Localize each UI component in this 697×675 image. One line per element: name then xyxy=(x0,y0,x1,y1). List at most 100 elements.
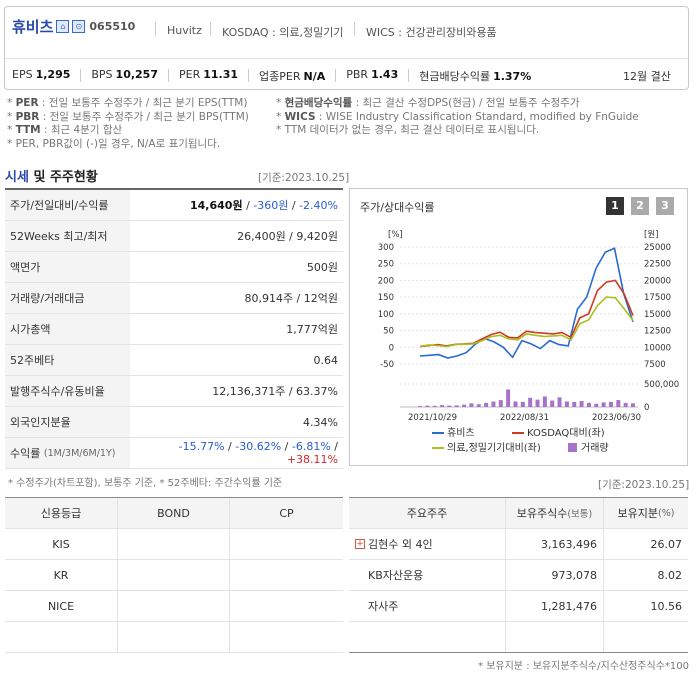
volume-bar xyxy=(616,400,621,407)
chart-title: 주가/상대수익률 xyxy=(360,201,435,214)
holders-table: 주요주주 보유주식수 (보통) 보유지분 (%) + 김현수 외 4인 3,163,4… xyxy=(349,497,688,653)
volume-bar xyxy=(498,400,503,407)
table-row: 수익률 (1M/3M/6M/1Y) -15.77% / -30.62% / -6… xyxy=(5,438,343,469)
expand-icon[interactable]: + xyxy=(355,539,365,549)
volume-bar xyxy=(564,401,569,407)
divider xyxy=(5,58,688,59)
table-row: + 김현수 외 4인 3,163,496 26.07 xyxy=(349,529,688,560)
volume-bar xyxy=(476,404,481,407)
market-info: KOSDAQ : 의료,정밀기기 xyxy=(222,26,344,39)
volume-bar xyxy=(623,402,628,407)
left-tick-label: 100 xyxy=(378,310,394,320)
table-row: KB자산운용 973,078 8.02 xyxy=(349,560,688,591)
right-tick-label: 15000 xyxy=(644,310,671,320)
divider xyxy=(155,22,156,36)
settle-month: 12월 결산 xyxy=(623,70,671,83)
chart-page-2-button[interactable]: 2 xyxy=(631,197,649,215)
base-date: [기준:2023.10.25] xyxy=(258,172,350,184)
series-line xyxy=(419,247,634,359)
metric-sector-per: 업종PER N/A xyxy=(259,70,326,83)
table-header: 주요주주 보유주식수 (보통) 보유지분 (%) xyxy=(349,498,688,529)
holders-note: * 보유지분 : 보유지분주식수/지수산정주식수*100 xyxy=(478,661,689,672)
volume-bar xyxy=(469,403,474,407)
x-tick-label: 2022/08/31 xyxy=(500,413,549,423)
table-note: * 수정주가(차트포함), 보통주 기준, * 52주베타: 주간수익률 기준 xyxy=(8,478,283,489)
table-row: 52주베타 0.64 xyxy=(5,345,343,376)
right-unit: [원] xyxy=(644,230,658,240)
right-tick-label: 7500 xyxy=(644,360,666,370)
volume-bar xyxy=(528,397,533,407)
volume-bar xyxy=(491,401,496,407)
left-tick-label: 200 xyxy=(378,276,394,286)
volume-bar xyxy=(542,396,547,407)
notes-left: * PER : 전일 보통주 수정주가 / 최근 분기 EPS(TTM) * P… xyxy=(7,97,249,150)
right-tick-label: 22500 xyxy=(644,260,671,270)
left-unit: [%] xyxy=(388,230,403,240)
home-icon[interactable]: ⌂ xyxy=(56,20,70,33)
volume-bar xyxy=(432,405,437,407)
table-row xyxy=(349,622,688,653)
left-tick-label: -50 xyxy=(380,360,394,370)
legend-swatch xyxy=(568,443,577,452)
legend-label: KOSDAQ대비(좌) xyxy=(527,427,605,439)
notes-right: * 현금배당수익률 : 최근 결산 수정DPS(현금) / 전일 보통주 수정주… xyxy=(276,97,639,136)
table-row: 52Weeks 최고/최저 26,400원 / 9,420원 xyxy=(5,221,343,252)
volume-bar xyxy=(594,403,599,407)
table-row: 액면가 500원 xyxy=(5,252,343,283)
metric-pbr: PBR 1.43 xyxy=(346,68,399,81)
volume-bar xyxy=(462,404,467,407)
divider xyxy=(210,22,211,36)
volume-bar xyxy=(579,401,584,407)
credit-table: 신용등급 BOND CP KIS KR NICE xyxy=(5,497,343,653)
volume-bar xyxy=(586,402,591,407)
price-table: 주가/전일대비/수익률 14,640원 / -360원 / -2.40% 52W… xyxy=(5,188,343,469)
volume-tick-label: 500,000 xyxy=(644,380,679,390)
ir-icon[interactable]: ⊙ xyxy=(72,20,86,33)
volume-bar xyxy=(557,397,562,407)
volume-bar xyxy=(631,403,635,407)
left-tick-label: 0 xyxy=(389,343,394,353)
table-row: KR xyxy=(5,560,343,591)
holders-base-date: [기준:2023.10.25] xyxy=(598,479,690,491)
metric-row: EPS 1,295 BPS 10,257 PER 11.31 업종PER N/A PBR… xyxy=(12,68,541,84)
price-chart: 주가/상대수익률 1 2 3 300 25000 250 22500 200 20000 1… xyxy=(349,188,688,466)
volume-bar xyxy=(440,405,445,407)
volume-bar xyxy=(608,401,613,407)
chart-canvas: 300 25000 250 22500 200 20000 150 17500 100 15000… xyxy=(378,230,679,454)
table-row: NICE xyxy=(5,591,343,622)
series-line xyxy=(419,296,634,348)
volume-bar xyxy=(425,405,430,407)
left-tick-label: 300 xyxy=(378,243,394,253)
summary-box xyxy=(4,6,689,90)
table-row: 자사주 1,281,476 10.56 xyxy=(349,591,688,622)
chart-page-1-button[interactable]: 1 xyxy=(606,197,624,215)
volume-bar xyxy=(535,399,540,407)
legend-label: 거래량 xyxy=(581,442,609,454)
title-row: 휴비츠 ⌂ ⊙ 065510 xyxy=(12,16,135,37)
volume-bar xyxy=(520,401,525,407)
table-row: 시가총액 1,777억원 xyxy=(5,314,343,345)
right-tick-label: 10000 xyxy=(644,343,671,353)
volume-bar xyxy=(513,401,518,407)
x-tick-label: 2023/06/30 xyxy=(592,413,641,423)
chart-page-3-button[interactable]: 3 xyxy=(656,197,674,215)
legend-label: 의료,정밀기기대비(좌) xyxy=(447,442,541,454)
volume-bar xyxy=(572,401,577,407)
wics-info: WICS : 건강관리장비와용품 xyxy=(366,26,497,39)
metric-bps: BPS 10,257 xyxy=(91,68,158,81)
right-tick-label: 17500 xyxy=(644,293,671,303)
right-tick-label: 20000 xyxy=(644,276,671,286)
metric-per: PER 11.31 xyxy=(179,68,239,81)
table-row: KIS xyxy=(5,529,343,560)
left-tick-label: 50 xyxy=(383,327,394,337)
metric-dividend-yield: 현금배당수익률 1.37% xyxy=(419,70,532,83)
volume-bar xyxy=(454,405,459,407)
legend-label: 휴비츠 xyxy=(447,427,475,439)
table-row: 외국인지분율 4.34% xyxy=(5,407,343,438)
metric-eps: EPS 1,295 xyxy=(12,68,71,81)
table-row: 주가/전일대비/수익률 14,640원 / -360원 / -2.40% xyxy=(5,190,343,221)
section-title: 시세 및 주주현황 xyxy=(5,170,98,185)
divider xyxy=(354,22,355,36)
volume-bar xyxy=(418,406,422,407)
volume-bar xyxy=(484,402,489,407)
